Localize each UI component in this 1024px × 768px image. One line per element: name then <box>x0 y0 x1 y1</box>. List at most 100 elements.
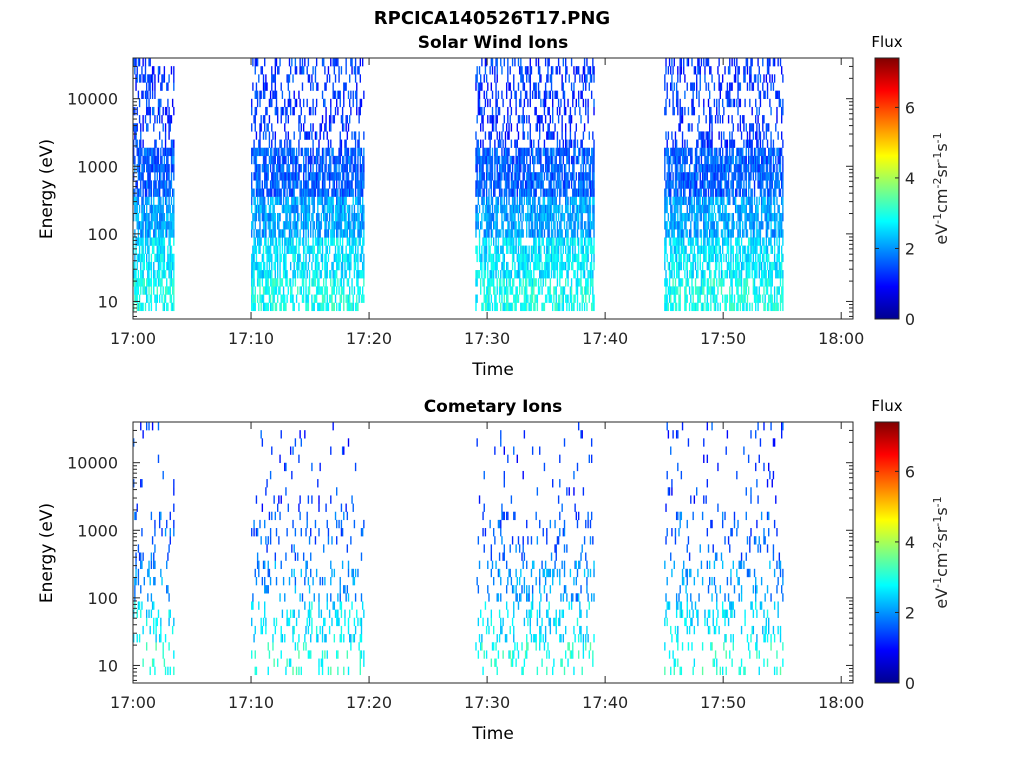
heatmap-cell <box>528 229 530 238</box>
heatmap-cell <box>494 147 496 157</box>
heatmap-cell <box>692 253 694 263</box>
heatmap-cell <box>359 98 361 108</box>
heatmap-cell <box>304 196 306 206</box>
heatmap-cell <box>358 212 360 222</box>
heatmap-cell <box>664 237 666 246</box>
heatmap-cell <box>585 245 587 254</box>
heatmap-cell <box>547 164 549 173</box>
heatmap-cell <box>668 270 671 279</box>
heatmap-cell <box>707 196 710 206</box>
heatmap-cell <box>317 286 319 295</box>
heatmap-cell <box>556 131 559 140</box>
heatmap-cell <box>273 188 275 197</box>
heatmap-cell <box>699 204 701 214</box>
heatmap-cell <box>521 155 523 165</box>
heatmap-cell <box>724 294 726 303</box>
heatmap-cell <box>297 221 299 230</box>
heatmap-cell <box>712 253 714 263</box>
heatmap-cell <box>273 294 275 303</box>
heatmap-cell <box>580 221 582 230</box>
heatmap-cell <box>670 188 672 197</box>
heatmap-cell <box>147 212 149 222</box>
heatmap-cell <box>310 147 312 157</box>
heatmap-cell <box>495 90 497 99</box>
heatmap-cell <box>284 204 286 214</box>
heatmap-cell <box>168 204 170 214</box>
heatmap-cell <box>727 66 730 75</box>
heatmap-cell <box>310 245 312 254</box>
heatmap-cell <box>736 58 738 67</box>
heatmap-cell <box>325 278 327 287</box>
heatmap-cell <box>142 221 144 230</box>
heatmap-cell <box>311 278 313 287</box>
heatmap-cell <box>315 253 318 263</box>
heatmap-cell <box>328 221 331 230</box>
heatmap-cell <box>266 245 268 254</box>
heatmap-cell <box>163 294 166 303</box>
heatmap-cell <box>291 58 293 67</box>
heatmap-cell <box>334 106 337 116</box>
heatmap-cell <box>670 221 672 230</box>
heatmap-cell <box>162 180 164 189</box>
heatmap-cell <box>170 253 173 263</box>
heatmap-cell <box>356 196 358 206</box>
heatmap-cell <box>334 155 337 165</box>
heatmap-cell <box>357 139 359 148</box>
heatmap-cell <box>585 98 587 108</box>
heatmap-cell <box>709 123 711 132</box>
heatmap-cell <box>723 253 725 263</box>
heatmap-cell <box>277 188 279 197</box>
heatmap-cell <box>566 180 568 189</box>
heatmap-cell <box>277 221 279 230</box>
heatmap-cell <box>149 164 151 173</box>
heatmap-cell <box>712 229 714 238</box>
heatmap-cell <box>535 221 537 230</box>
heatmap-cell <box>524 294 527 303</box>
heatmap-cell <box>554 253 556 263</box>
heatmap-cell <box>544 294 547 303</box>
heatmap-cell <box>135 294 137 303</box>
heatmap-cell <box>153 278 155 287</box>
heatmap-cell <box>142 196 144 206</box>
heatmap-cell <box>684 155 686 165</box>
heatmap-cell <box>713 302 716 312</box>
heatmap-cell <box>500 245 502 254</box>
heatmap-cell <box>308 106 311 116</box>
heatmap-cell <box>484 302 487 312</box>
heatmap-cell <box>353 286 356 295</box>
heatmap-cell <box>586 278 588 287</box>
heatmap-cell <box>517 131 520 140</box>
heatmap-cell <box>563 237 566 246</box>
heatmap-cell <box>337 172 339 181</box>
heatmap-cell <box>562 294 565 303</box>
heatmap-cell <box>549 196 552 206</box>
heatmap-cell <box>319 172 321 181</box>
heatmap-cell <box>324 82 326 91</box>
heatmap-cell <box>592 204 594 214</box>
heatmap-cell <box>359 253 361 263</box>
heatmap-cell <box>168 147 170 157</box>
heatmap-cell <box>287 221 289 230</box>
heatmap-cell <box>507 302 509 312</box>
heatmap-cell <box>718 261 720 271</box>
heatmap-cell <box>272 164 274 173</box>
heatmap-cell <box>294 180 297 189</box>
heatmap-cell <box>262 131 265 140</box>
heatmap-cell <box>691 212 693 222</box>
heatmap-cell <box>491 212 494 222</box>
heatmap-cell <box>272 237 274 246</box>
heatmap-cell <box>693 164 696 173</box>
heatmap-cell <box>530 253 533 263</box>
heatmap-cell <box>333 66 336 75</box>
heatmap-cell <box>485 172 488 181</box>
heatmap-cell <box>275 253 278 263</box>
heatmap-cell <box>147 147 149 157</box>
heatmap-cell <box>674 278 677 287</box>
heatmap-cell <box>291 196 293 206</box>
heatmap-cell <box>672 90 674 99</box>
heatmap-cell <box>530 270 533 279</box>
heatmap-cell <box>354 147 357 157</box>
heatmap-cell <box>710 106 712 116</box>
heatmap-cell <box>340 212 343 222</box>
heatmap-cell <box>134 155 136 165</box>
